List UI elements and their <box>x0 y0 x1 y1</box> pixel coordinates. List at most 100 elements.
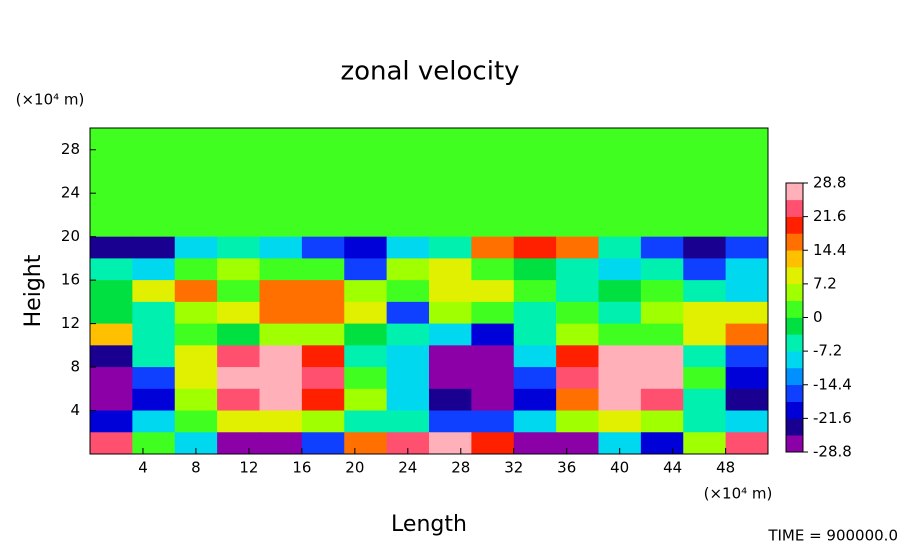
contour-cell <box>471 367 515 390</box>
contour-cell <box>344 410 388 433</box>
contour-cell <box>344 280 388 303</box>
contour-cell <box>301 149 345 172</box>
contour-cell <box>132 149 176 172</box>
contour-cell <box>217 149 260 172</box>
y-axis-label: Height <box>21 254 46 327</box>
contour-cell <box>429 323 472 346</box>
contour-cell <box>174 128 218 151</box>
contour-cell <box>217 323 260 346</box>
contour-cell <box>386 280 430 303</box>
contour-cell <box>513 345 557 368</box>
plot-frame <box>89 127 769 455</box>
contour-cell <box>513 193 557 216</box>
contour-cell <box>640 432 684 455</box>
colorbar-band <box>786 199 803 217</box>
contour-cell <box>90 171 133 194</box>
contour-cell <box>259 432 303 455</box>
contour-cell <box>429 388 472 412</box>
colorbar-band <box>786 334 803 352</box>
y-tick-label: 28 <box>61 140 80 158</box>
x-tick-label: 40 <box>610 459 629 477</box>
contour-cell <box>725 149 769 172</box>
contour-cell <box>429 301 472 325</box>
contour-cell <box>132 128 176 151</box>
contour-cell <box>471 171 515 194</box>
contour-cell <box>556 214 599 238</box>
contour-cell <box>90 323 133 346</box>
contour-cell <box>259 388 303 412</box>
contour-cell <box>386 345 430 368</box>
colorbar-band <box>786 317 803 335</box>
contour-cell <box>90 410 133 433</box>
x-tick-label: 24 <box>398 459 417 477</box>
contour-cell <box>386 258 430 281</box>
y-unit: (×10⁴ m) <box>16 91 85 109</box>
contour-cell <box>386 301 430 325</box>
contour-cell <box>556 410 599 433</box>
colorbar-tick-label: 7.2 <box>813 274 837 292</box>
colorbar-band <box>786 216 803 234</box>
x-tick-label: 16 <box>292 459 311 477</box>
contour-cell <box>217 345 260 368</box>
contour-cell <box>429 410 472 433</box>
contour-cell <box>90 214 133 238</box>
contour-cell <box>301 432 345 455</box>
contour-cell <box>471 214 515 238</box>
contour-cell <box>174 301 218 325</box>
contour-cell <box>471 236 515 259</box>
contour-cell <box>344 432 388 455</box>
contour-cell <box>683 301 727 325</box>
colorbar-band <box>786 435 803 453</box>
colorbar-tick-label: -21.6 <box>813 409 852 427</box>
colorbar-tick-label: 21.6 <box>813 207 846 225</box>
contour-cell <box>217 128 260 151</box>
contour-cell <box>471 280 515 303</box>
contour-cell <box>429 367 472 390</box>
colorbar-band <box>786 367 803 386</box>
contour-cell <box>683 345 727 368</box>
contour-cell <box>217 280 260 303</box>
contour-cell <box>513 171 557 194</box>
contour-cell <box>174 280 218 303</box>
contour-cell <box>640 367 684 390</box>
contour-cell <box>301 128 345 151</box>
contour-cell <box>386 432 430 455</box>
contour-cell <box>217 432 260 455</box>
contour-cell <box>640 345 684 368</box>
colorbar-tick-label: 0 <box>813 308 823 326</box>
colorbar-band <box>786 267 803 285</box>
contour-cell <box>301 236 345 259</box>
contour-cell <box>640 258 684 281</box>
contour-cell <box>174 388 218 412</box>
contour-cell <box>725 236 769 259</box>
contour-cell <box>90 258 133 281</box>
contour-cell <box>725 301 769 325</box>
contour-cell <box>598 236 642 259</box>
contour-cell <box>301 301 345 325</box>
contour-cell <box>132 388 176 412</box>
contour-cell <box>725 280 769 303</box>
x-tick-label: 28 <box>451 459 470 477</box>
contour-cell <box>301 258 345 281</box>
contour-cell <box>174 432 218 455</box>
contour-cell <box>513 236 557 259</box>
contour-cell <box>132 367 176 390</box>
contour-cell <box>132 171 176 194</box>
contour-cell <box>513 388 557 412</box>
contour-cell <box>259 367 303 390</box>
contour-cell <box>556 323 599 346</box>
contour-cell <box>90 432 133 455</box>
contour-cell <box>301 345 345 368</box>
contour-cell <box>556 345 599 368</box>
contour-cell <box>640 323 684 346</box>
contour-cell <box>556 171 599 194</box>
contour-cell <box>90 388 133 412</box>
contour-cell <box>386 410 430 433</box>
contour-cell <box>471 388 515 412</box>
y-tick-label: 20 <box>61 227 80 245</box>
contour-cell <box>598 193 642 216</box>
contour-cell <box>344 323 388 346</box>
contour-cell <box>513 149 557 172</box>
contour-cell <box>556 388 599 412</box>
contour-cell <box>217 214 260 238</box>
